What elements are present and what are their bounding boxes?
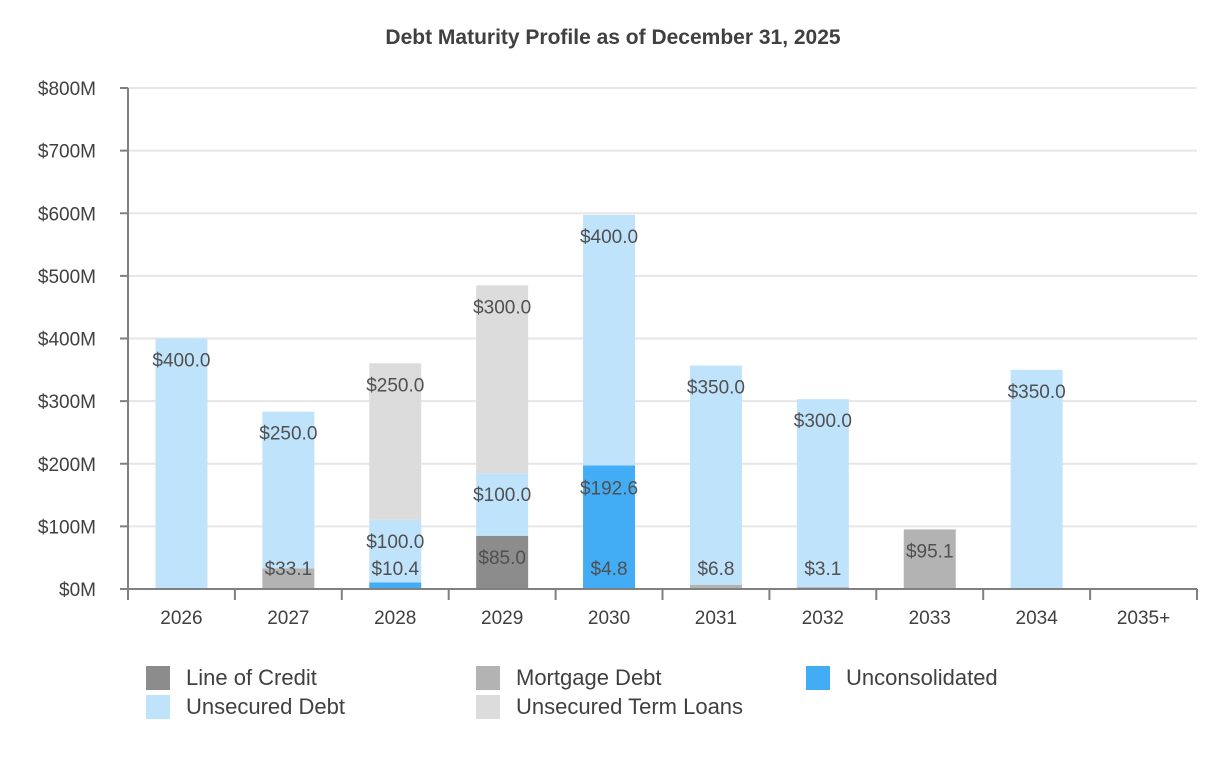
y-tick-label: $400M — [38, 330, 96, 351]
data-label: $100.0 — [473, 485, 531, 506]
x-tick-label: 2033 — [909, 608, 951, 629]
bar-unsecured-debt — [369, 519, 422, 583]
legend-label-unconsolidated: Unconsolidated — [846, 665, 998, 690]
legend-item-unsecured-debt: Unsecured Debt — [146, 693, 345, 721]
data-label: $300.0 — [794, 411, 852, 432]
legend-label-line-of-credit: Line of Credit — [186, 665, 317, 690]
axes: $0M $100M $200M $300M $400M $500M $600M $700M $8… — [38, 79, 1198, 629]
y-tick-label: $800M — [38, 79, 96, 100]
data-label: $6.8 — [697, 559, 734, 580]
legend-swatch-unsecured-debt — [146, 695, 170, 719]
bar-unconsolidated — [369, 582, 422, 589]
legend-label-mortgage-debt: Mortgage Debt — [516, 665, 662, 690]
chart-plot: $0M $100M $200M $300M $400M $500M $600M $700M $8… — [38, 79, 1198, 629]
bar-unsecured-debt — [1010, 369, 1063, 589]
bar-unsecured-debt — [155, 338, 208, 589]
legend: Line of Credit Mortgage Debt Unconsolida… — [146, 664, 1146, 724]
x-tick-label: 2030 — [588, 608, 630, 629]
data-labels: $85.0 $33.1 $6.8 $3.1 $95.1 $10.4 $4.8 $192.6 $4… — [152, 227, 1065, 580]
x-tick-label: 2027 — [267, 608, 309, 629]
legend-swatch-unsecured-term-loans — [476, 695, 500, 719]
data-label: $250.0 — [366, 375, 424, 396]
data-label: $10.4 — [371, 559, 419, 580]
legend-item-mortgage-debt: Mortgage Debt — [476, 664, 662, 692]
data-label: $350.0 — [1008, 382, 1066, 403]
bar-mortgage-debt — [689, 584, 742, 589]
y-tick-label: $700M — [38, 142, 96, 163]
x-tick-label: 2035+ — [1117, 608, 1170, 629]
data-label: $85.0 — [478, 548, 526, 569]
x-tick-label: 2026 — [160, 608, 202, 629]
data-label: $33.1 — [265, 559, 313, 580]
y-tick-label: $200M — [38, 455, 96, 476]
bar-mortgage-debt — [903, 529, 956, 589]
bar-unsecured-term-loans — [476, 285, 529, 474]
bar-unsecured-debt — [796, 399, 849, 588]
x-tick-label: 2029 — [481, 608, 523, 629]
x-tick-label: 2028 — [374, 608, 416, 629]
x-tick-label: 2032 — [802, 608, 844, 629]
legend-item-unsecured-term-loans: Unsecured Term Loans — [476, 693, 743, 721]
data-label: $192.6 — [580, 478, 638, 499]
bar-unsecured-term-loans — [369, 363, 422, 520]
data-label: $300.0 — [473, 297, 531, 318]
data-label: $4.8 — [591, 559, 628, 580]
legend-label-unsecured-term-loans: Unsecured Term Loans — [516, 694, 744, 719]
legend-item-unconsolidated: Unconsolidated — [806, 664, 998, 692]
data-label: $400.0 — [580, 227, 638, 248]
y-tick-label: $0M — [59, 580, 96, 601]
bar-unsecured-debt — [262, 411, 315, 569]
data-label: $350.0 — [687, 378, 745, 399]
legend-swatch-line-of-credit — [146, 666, 170, 690]
data-label: $95.1 — [906, 541, 954, 562]
legend-swatch-mortgage-debt — [476, 666, 500, 690]
data-label: $400.0 — [152, 351, 210, 372]
y-tick-label: $100M — [38, 517, 96, 538]
data-label: $3.1 — [804, 559, 841, 580]
y-tick-label: $600M — [38, 204, 96, 225]
bar-unsecured-debt — [583, 214, 636, 466]
bar-unsecured-debt — [689, 365, 742, 585]
y-tick-label: $300M — [38, 392, 96, 413]
bar-line-of-credit — [476, 535, 529, 589]
chart-title: Debt Maturity Profile as of December 31,… — [385, 26, 841, 49]
x-tick-label: 2031 — [695, 608, 737, 629]
bar-mortgage-debt — [262, 568, 315, 589]
y-tick-label: $500M — [38, 267, 96, 288]
legend-label-unsecured-debt: Unsecured Debt — [186, 694, 345, 719]
legend-swatch-unconsolidated — [806, 666, 830, 690]
x-tick-label: 2034 — [1016, 608, 1059, 629]
data-label: $250.0 — [259, 424, 317, 445]
bars — [155, 214, 1063, 589]
bar-unconsolidated — [583, 465, 636, 589]
bar-unsecured-debt — [476, 473, 529, 536]
data-label: $100.0 — [366, 532, 424, 553]
legend-item-line-of-credit: Line of Credit — [146, 664, 317, 692]
